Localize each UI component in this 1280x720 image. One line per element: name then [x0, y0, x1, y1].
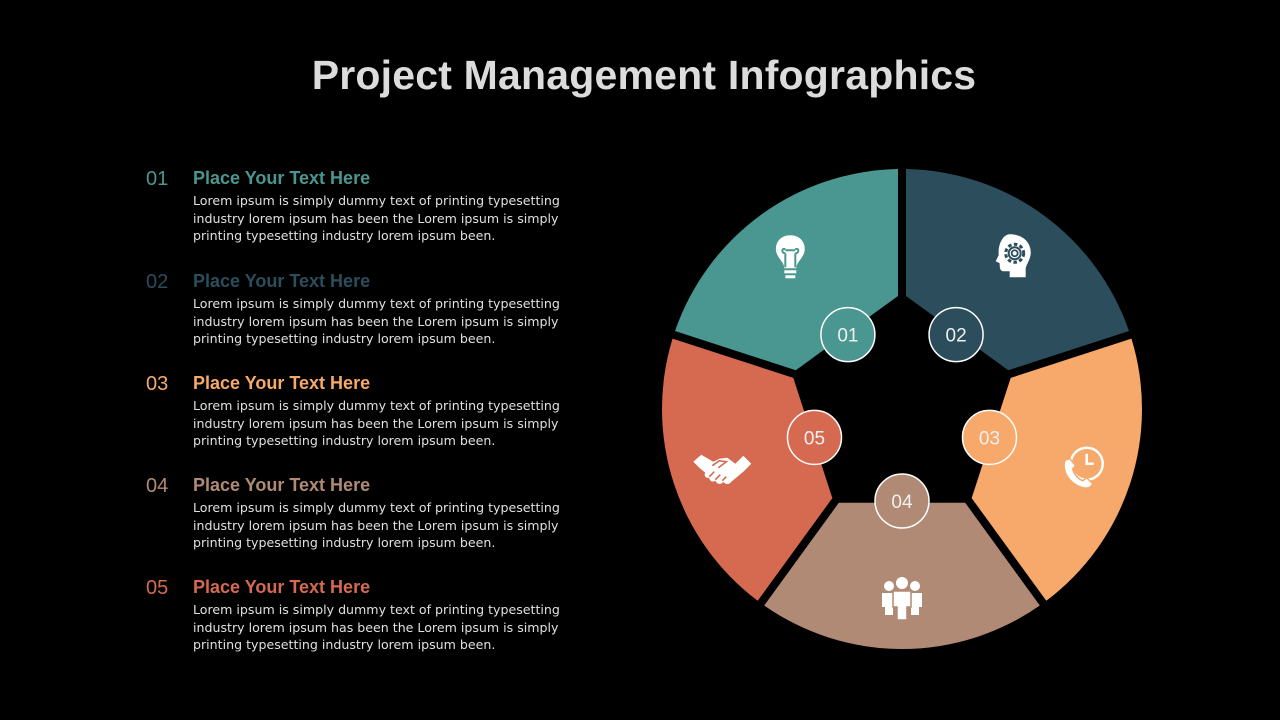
item-number: 05: [146, 577, 169, 599]
item-heading: Place Your Text Here: [193, 373, 371, 393]
badge-circle-04: [874, 473, 930, 529]
item-number: 02: [146, 271, 169, 293]
item-number: 04: [146, 475, 169, 497]
item-heading: Place Your Text Here: [193, 168, 371, 188]
item-body: Lorem ipsum is simply dummy text of prin…: [193, 500, 560, 551]
lightbulb-icon: [775, 235, 805, 279]
item-body: Lorem ipsum is simply dummy text of prin…: [193, 193, 560, 244]
badge-circle-02: [928, 306, 984, 363]
wheel-segment-04: [764, 502, 1040, 650]
item-heading: Place Your Text Here: [193, 475, 371, 495]
badge-label: 02: [946, 326, 967, 347]
badge-label: 01: [837, 326, 858, 347]
badge-label: 03: [979, 428, 1000, 449]
item-heading: Place Your Text Here: [193, 271, 371, 291]
phone-clock-icon: [1063, 446, 1104, 489]
head-gear-icon: [995, 234, 1031, 278]
item-number: 01: [146, 168, 169, 190]
badge-circle-03: [961, 409, 1018, 466]
wheel-segment-03: [971, 338, 1142, 601]
wheel-segment-05: [662, 338, 833, 601]
item-heading: Place Your Text Here: [193, 577, 371, 597]
badge-label: 05: [804, 428, 825, 449]
page-title: Project Management Infographics: [311, 52, 977, 98]
item-body: Lorem ipsum is simply dummy text of prin…: [193, 602, 560, 653]
badge-circle-05: [786, 409, 843, 466]
badge-label: 04: [891, 492, 913, 513]
handshake-icon: [693, 454, 752, 484]
item-number: 03: [146, 373, 169, 395]
team-icon: [882, 577, 922, 621]
badge-circle-01: [820, 306, 876, 363]
item-body: Lorem ipsum is simply dummy text of prin…: [193, 296, 560, 347]
item-body: Lorem ipsum is simply dummy text of prin…: [193, 398, 560, 449]
